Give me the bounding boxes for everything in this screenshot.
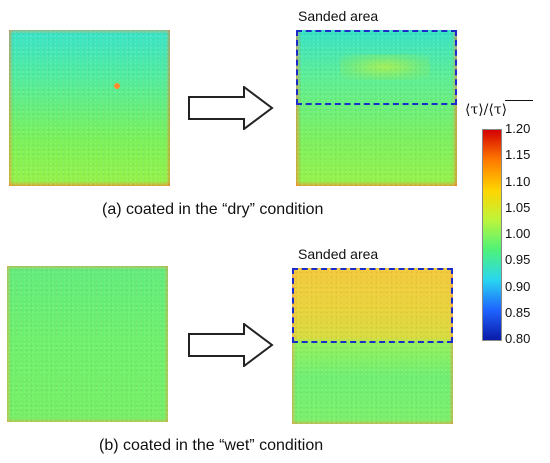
heatmap-dry-sanded	[296, 30, 457, 186]
colorbar-ticks: 1.20 1.15 1.10 1.05 1.00 0.95 0.90 0.85 0.80	[505, 121, 550, 346]
sanded-area-label-top: Sanded area	[298, 8, 379, 24]
colorbar-tick-label: 1.20	[505, 121, 531, 136]
colorbar-gradient	[482, 129, 502, 341]
sanded-area-box-wet	[292, 268, 453, 343]
heatmap-wet-unsanded	[7, 266, 168, 422]
colorbar-title-overline	[505, 100, 533, 101]
colorbar-tick-label: 0.80	[505, 331, 531, 346]
arrow-right-icon	[188, 86, 274, 130]
colorbar-tick-label: 0.95	[505, 252, 531, 268]
sanded-area-label-bottom: Sanded area	[298, 246, 379, 262]
colorbar-tick-label: 0.85	[505, 304, 531, 320]
colorbar-tick-label: 1.05	[505, 199, 531, 215]
colorbar-tick-label: 1.10	[505, 173, 531, 189]
sanded-patch	[340, 54, 430, 80]
hotspot	[114, 83, 120, 89]
colorbar-tick-label: 0.90	[505, 278, 531, 294]
colorbar-tick-label: 1.00	[505, 226, 531, 241]
colorbar-title: ⟨τ⟩/⟨τ⟩	[465, 100, 533, 118]
heatmap-wet-sanded	[292, 268, 453, 424]
sanded-area-box-dry	[296, 30, 457, 105]
heatmap-dry-unsanded	[9, 30, 170, 186]
caption-b: (b) coated in the “wet” condition	[99, 437, 324, 454]
arrow-right-icon	[188, 323, 274, 367]
colorbar-tick-label: 1.15	[505, 147, 531, 163]
caption-a: (a) coated in the “dry” condition	[102, 201, 324, 218]
